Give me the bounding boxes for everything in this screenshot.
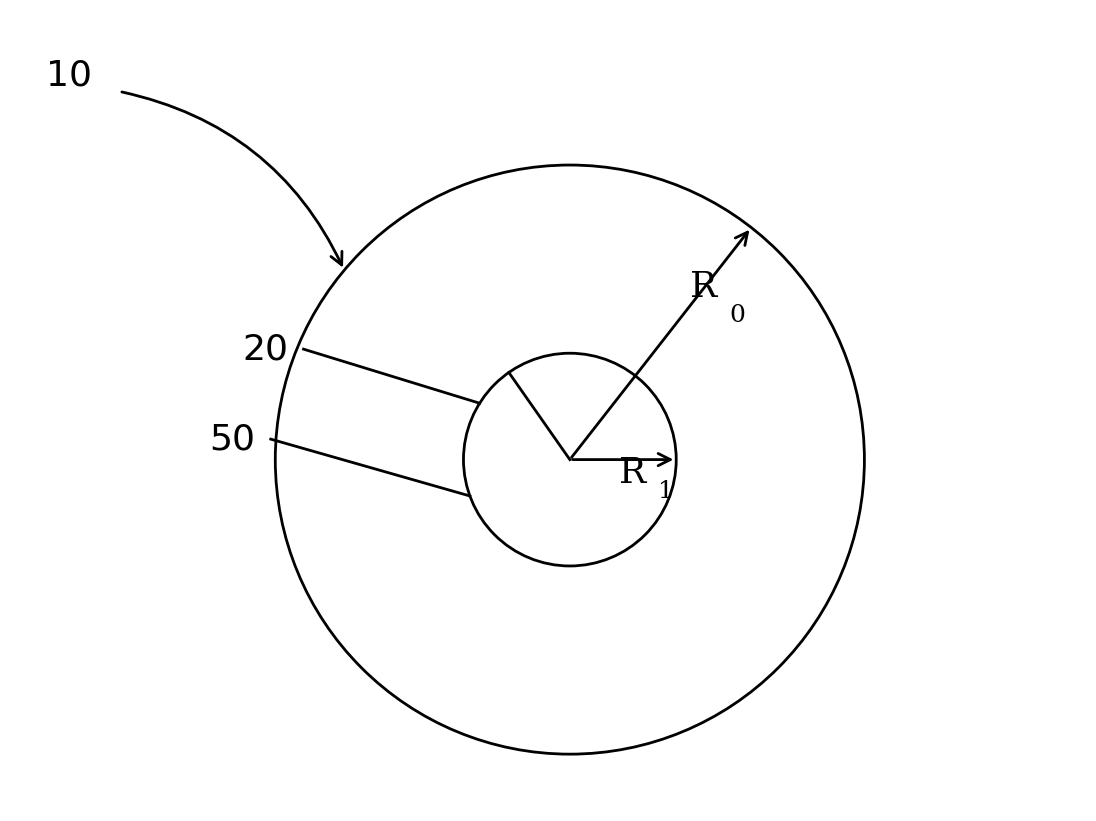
Text: 1: 1: [659, 480, 674, 503]
Text: R: R: [690, 270, 717, 304]
Text: R: R: [619, 456, 647, 489]
Text: 20: 20: [242, 333, 288, 366]
Text: 50: 50: [209, 422, 255, 456]
Text: 10: 10: [46, 58, 92, 93]
Text: 0: 0: [729, 304, 745, 327]
